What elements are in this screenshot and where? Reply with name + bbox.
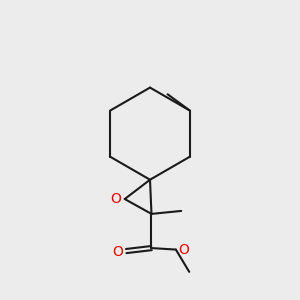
Text: O: O: [179, 243, 190, 256]
Text: O: O: [112, 245, 123, 259]
Text: O: O: [110, 192, 121, 206]
